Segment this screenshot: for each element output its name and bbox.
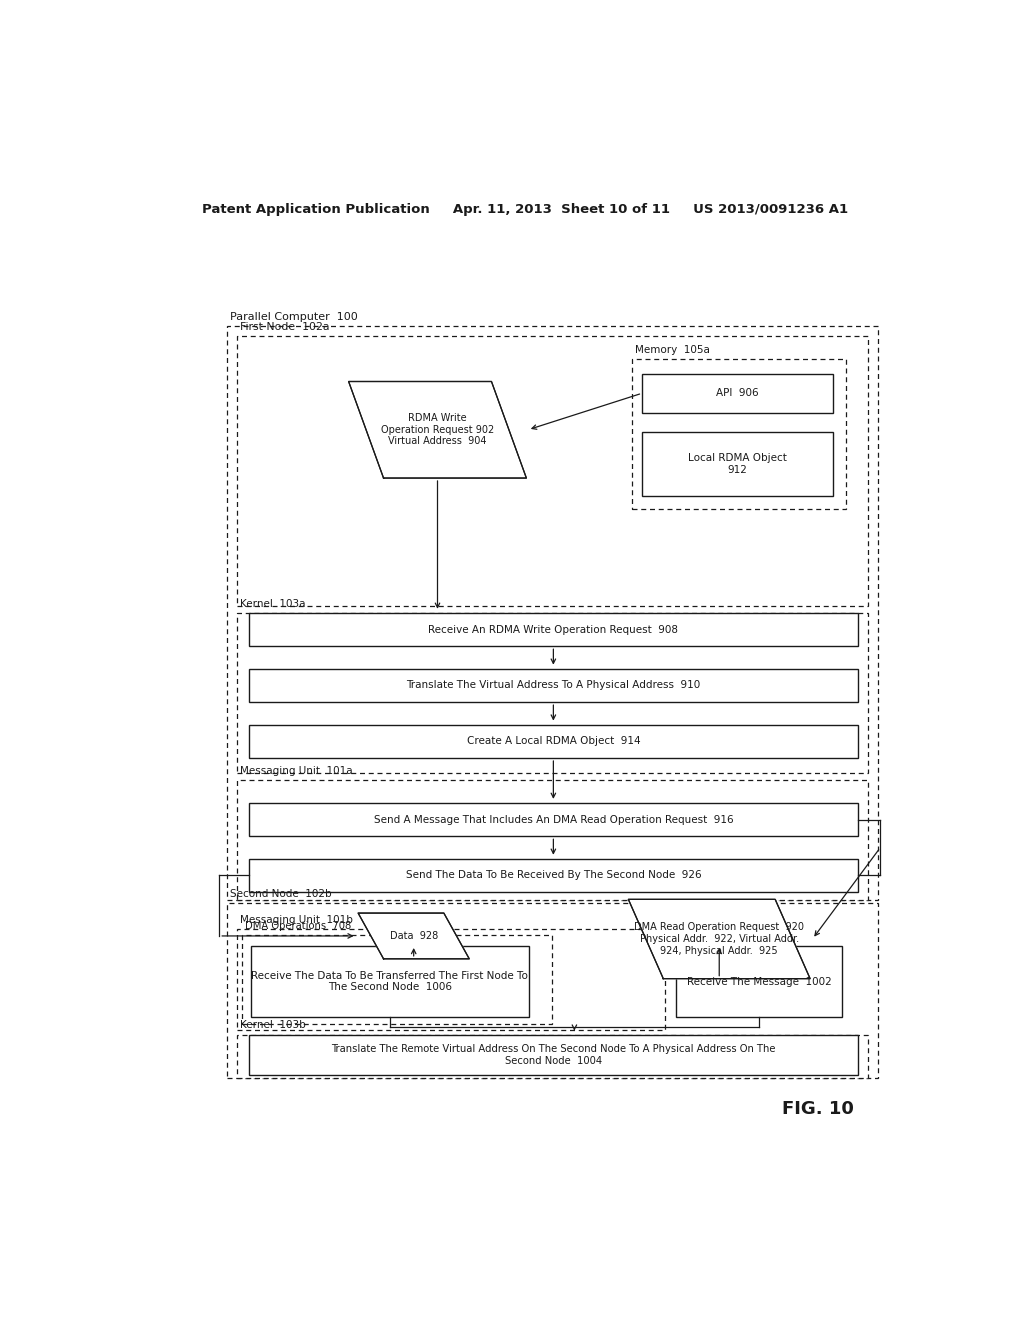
Bar	[249, 669, 858, 702]
Bar	[237, 612, 868, 774]
Text: Translate The Virtual Address To A Physical Address  910: Translate The Virtual Address To A Physi…	[407, 680, 700, 690]
Text: Parallel Computer  100: Parallel Computer 100	[230, 312, 358, 322]
Bar	[251, 946, 528, 1018]
Text: Kernel  103b: Kernel 103b	[240, 1020, 305, 1031]
Text: Send A Message That Includes An DMA Read Operation Request  916: Send A Message That Includes An DMA Read…	[374, 814, 733, 825]
Text: Translate The Remote Virtual Address On The Second Node To A Physical Address On: Translate The Remote Virtual Address On …	[331, 1044, 775, 1065]
Bar	[227, 326, 878, 900]
Bar	[642, 374, 833, 412]
Bar	[243, 935, 552, 1024]
Text: API  906: API 906	[716, 388, 759, 399]
Text: DMA Operations  708: DMA Operations 708	[246, 921, 351, 931]
Text: Patent Application Publication     Apr. 11, 2013  Sheet 10 of 11     US 2013/009: Patent Application Publication Apr. 11, …	[202, 203, 848, 215]
Text: Kernel  103a: Kernel 103a	[240, 599, 305, 609]
Text: Messaging Unit  101b: Messaging Unit 101b	[240, 915, 353, 925]
Bar	[676, 946, 842, 1018]
Text: Messaging Unit  101a: Messaging Unit 101a	[240, 767, 352, 776]
Text: Local RDMA Object
912: Local RDMA Object 912	[688, 453, 786, 475]
Bar	[237, 780, 868, 900]
Bar	[237, 929, 666, 1031]
Bar	[237, 1035, 868, 1078]
Text: Send The Data To Be Received By The Second Node  926: Send The Data To Be Received By The Seco…	[406, 870, 701, 880]
Bar	[249, 612, 858, 647]
Polygon shape	[358, 913, 469, 958]
Bar	[632, 359, 846, 510]
Text: Receive An RDMA Write Operation Request  908: Receive An RDMA Write Operation Request …	[428, 624, 678, 635]
Bar	[227, 903, 878, 1078]
Bar	[249, 1035, 858, 1076]
Bar	[642, 432, 833, 496]
Polygon shape	[629, 899, 810, 978]
Text: Receive The Data To Be Transferred The First Node To
The Second Node  1006: Receive The Data To Be Transferred The F…	[252, 972, 528, 993]
Text: Create A Local RDMA Object  914: Create A Local RDMA Object 914	[467, 737, 640, 746]
Text: DMA Read Operation Request  920
Physical Addr.  922, Virtual Addr.
924, Physical: DMA Read Operation Request 920 Physical …	[634, 923, 804, 956]
Text: Memory  105a: Memory 105a	[635, 345, 710, 355]
Text: FIG. 10: FIG. 10	[782, 1100, 854, 1118]
Bar	[237, 337, 868, 606]
Text: RDMA Write
Operation Request 902
Virtual Address  904: RDMA Write Operation Request 902 Virtual…	[381, 413, 495, 446]
Text: Second Node  102b: Second Node 102b	[230, 890, 332, 899]
Text: Receive The Message  1002: Receive The Message 1002	[686, 977, 831, 986]
Text: Data  928: Data 928	[389, 931, 438, 941]
Text: First Node  102a: First Node 102a	[240, 322, 330, 333]
Polygon shape	[348, 381, 526, 478]
Bar	[249, 725, 858, 758]
Bar	[249, 803, 858, 837]
Bar	[249, 859, 858, 892]
